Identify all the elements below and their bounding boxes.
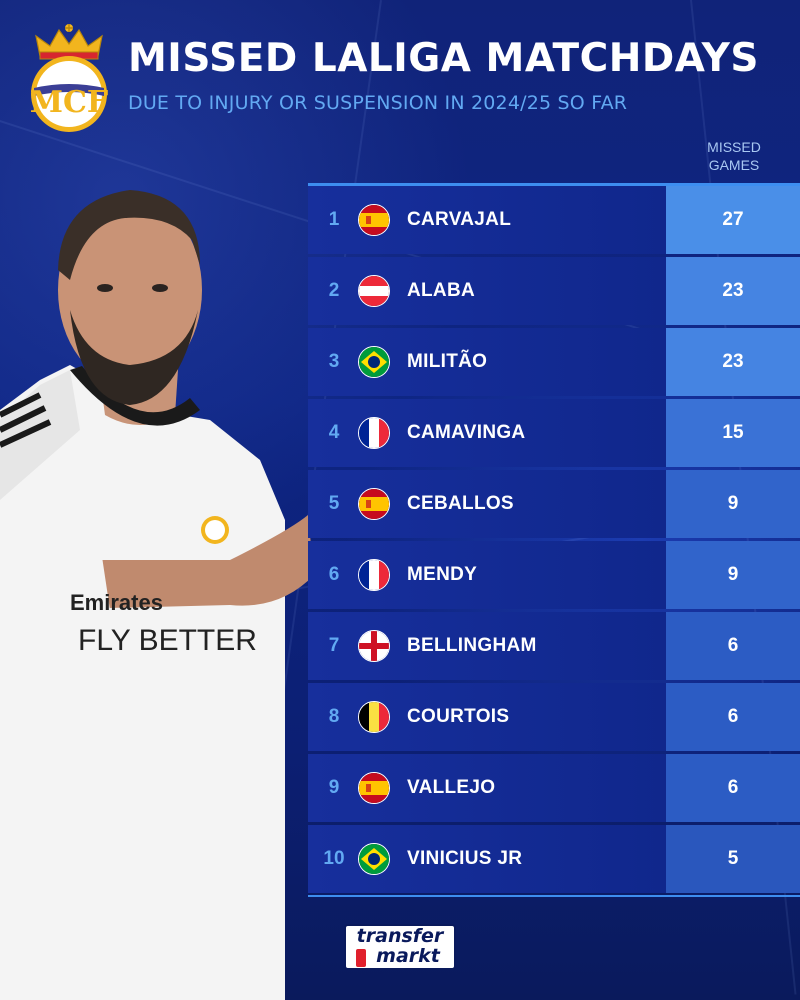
- row-player-name: CARVAJAL: [407, 209, 512, 230]
- shirt-sponsor-slogan: FLY BETTER: [78, 624, 257, 657]
- row-missed-games: 5: [666, 825, 800, 893]
- row-missed-games: 15: [666, 399, 800, 467]
- brazil-flag-icon: [358, 843, 390, 875]
- row-player-name: ALABA: [407, 280, 475, 301]
- row-rank: 4: [328, 422, 340, 443]
- row-player-name: MILITÃO: [407, 351, 488, 372]
- brazil-flag-icon: [358, 346, 390, 378]
- table-row: 9 VALLEJO 6: [308, 754, 800, 822]
- austria-flag-icon: [358, 275, 390, 307]
- row-missed-games: 6: [666, 612, 800, 680]
- page-subtitle: DUE TO INJURY OR SUSPENSION IN 2024/25 S…: [128, 92, 628, 114]
- row-rank: 10: [323, 848, 345, 869]
- row-player-name: CAMAVINGA: [407, 422, 526, 443]
- shirt-sponsor-top: Emirates: [70, 590, 163, 615]
- table-bottom-border: [308, 895, 800, 897]
- spain-flag-icon: [358, 204, 390, 236]
- row-missed-games: 23: [666, 257, 800, 325]
- row-player-name: MENDY: [407, 564, 478, 585]
- row-player-name: CEBALLOS: [407, 493, 514, 514]
- row-player-cell: 7 BELLINGHAM: [308, 612, 666, 680]
- row-rank: 6: [328, 564, 340, 585]
- table-row: 3 MILITÃO 23: [308, 328, 800, 396]
- row-rank: 7: [328, 635, 340, 656]
- row-rank: 1: [328, 209, 340, 230]
- row-player-cell: 6 MENDY: [308, 541, 666, 609]
- row-missed-games: 23: [666, 328, 800, 396]
- row-missed-games: 9: [666, 470, 800, 538]
- row-player-name: BELLINGHAM: [407, 635, 537, 656]
- row-rank: 3: [328, 351, 340, 372]
- missed-games-table: 1 CARVAJAL 27 2 ALABA 23 3 MILITÃO 23 4 CAMAVINGA 1…: [308, 183, 800, 897]
- column-header-line: GAMES: [708, 157, 760, 173]
- player-photo: Emirates FLY BETTER: [0, 190, 314, 1000]
- table-row: 1 CARVAJAL 27: [308, 186, 800, 254]
- transfermarkt-logo: transfer markt: [344, 924, 456, 972]
- spain-flag-icon: [358, 772, 390, 804]
- table-row: 10 VINICIUS JR 5: [308, 825, 800, 893]
- table-row: 4 CAMAVINGA 15: [308, 399, 800, 467]
- table-row: 5 CEBALLOS 9: [308, 470, 800, 538]
- logo-line2: markt: [376, 945, 440, 967]
- row-player-cell: 2 ALABA: [308, 257, 666, 325]
- row-player-cell: 10 VINICIUS JR: [308, 825, 666, 893]
- row-rank: 5: [328, 493, 340, 514]
- row-rank: 2: [328, 280, 340, 301]
- row-missed-games: 6: [666, 683, 800, 751]
- table-row: 7 BELLINGHAM 6: [308, 612, 800, 680]
- row-player-name: VALLEJO: [407, 777, 496, 798]
- svg-text:MCF: MCF: [30, 85, 108, 120]
- table-row: 2 ALABA 23: [308, 257, 800, 325]
- logo-line1: transfer: [356, 925, 444, 947]
- row-missed-games: 6: [666, 754, 800, 822]
- row-player-name: VINICIUS JR: [407, 848, 523, 869]
- france-flag-icon: [358, 559, 390, 591]
- row-player-cell: 3 MILITÃO: [308, 328, 666, 396]
- row-player-cell: 8 COURTOIS: [308, 683, 666, 751]
- logo-mark-icon: [356, 949, 366, 967]
- row-missed-games: 27: [666, 186, 800, 254]
- row-missed-games: 9: [666, 541, 800, 609]
- row-player-cell: 5 CEBALLOS: [308, 470, 666, 538]
- row-rank: 8: [328, 706, 340, 727]
- table-top-border: [308, 183, 800, 186]
- row-player-cell: 9 VALLEJO: [308, 754, 666, 822]
- france-flag-icon: [358, 417, 390, 449]
- row-player-cell: 1 CARVAJAL: [308, 186, 666, 254]
- column-header-line: MISSED: [707, 139, 761, 155]
- club-crest-icon: MCF: [30, 24, 108, 132]
- belgium-flag-icon: [358, 701, 390, 733]
- table-row: 8 COURTOIS 6: [308, 683, 800, 751]
- spain-flag-icon: [358, 488, 390, 520]
- row-player-name: COURTOIS: [407, 706, 510, 727]
- row-rank: 9: [328, 777, 340, 798]
- row-player-cell: 4 CAMAVINGA: [308, 399, 666, 467]
- page-title: MISSED LALIGA MATCHDAYS: [128, 36, 759, 81]
- table-row: 6 MENDY 9: [308, 541, 800, 609]
- england-flag-icon: [358, 630, 390, 662]
- column-header-missed-games: MISSED GAMES: [668, 138, 800, 174]
